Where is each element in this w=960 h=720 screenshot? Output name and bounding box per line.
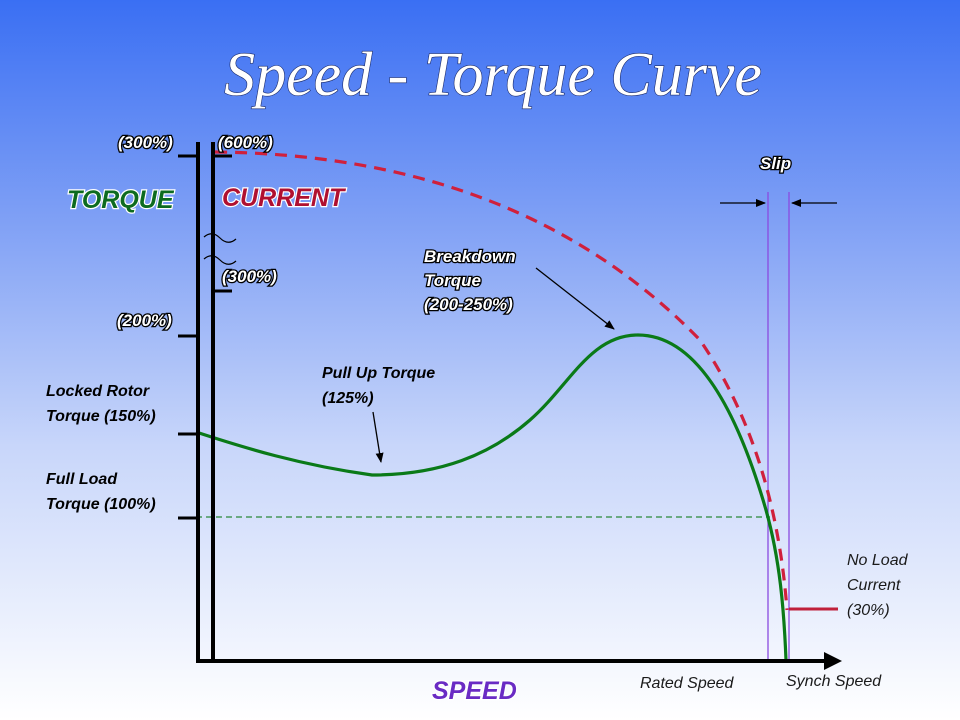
breakdown-arrow	[535, 267, 615, 330]
breakdown-label-line-2: Torque	[424, 271, 481, 290]
pull-up-label-line-2: (125%)	[322, 390, 374, 407]
torque-tick-label-200: (200%)	[117, 311, 172, 330]
current-curve	[214, 150, 789, 611]
full-load-label-line-2: Torque (100%)	[46, 496, 156, 513]
no-load-label-line-2: Current	[847, 577, 901, 594]
no-load-label-line-1: No Load	[847, 552, 909, 569]
pull-up-arrow	[372, 411, 384, 463]
current-tick-label-300: (300%)	[222, 267, 277, 286]
no-load-label-line-3: (30%)	[847, 602, 890, 619]
locked-rotor-label-line-2: Torque (150%)	[46, 408, 156, 425]
breakdown-label-line-3: (200-250%)	[424, 295, 513, 314]
torque-axis-title: TORQUE	[67, 186, 175, 214]
current-axis-title: CURRENT	[222, 184, 347, 212]
current-tick-label-600: (600%)	[218, 133, 273, 152]
locked-rotor-label-line-1: Locked Rotor	[46, 383, 150, 400]
torque-tick-label-300: (300%)	[118, 133, 173, 152]
slip-label: Slip	[760, 154, 791, 173]
speed-axis-title: SPEED	[432, 677, 517, 705]
page-title: Speed - Torque Curve	[224, 41, 762, 109]
pull-up-label-line-1: Pull Up Torque	[322, 365, 435, 382]
axis-break-squiggle-upper	[203, 233, 237, 243]
full-load-label-line-1: Full Load	[46, 471, 118, 488]
axis-break-squiggle-lower	[203, 255, 237, 265]
breakdown-label-line-1: Breakdown	[424, 247, 516, 266]
synch-speed-label: Synch Speed	[786, 673, 882, 690]
speed-axis-arrowhead	[824, 652, 842, 670]
rated-speed-label: Rated Speed	[640, 675, 735, 692]
torque-curve	[195, 333, 788, 661]
